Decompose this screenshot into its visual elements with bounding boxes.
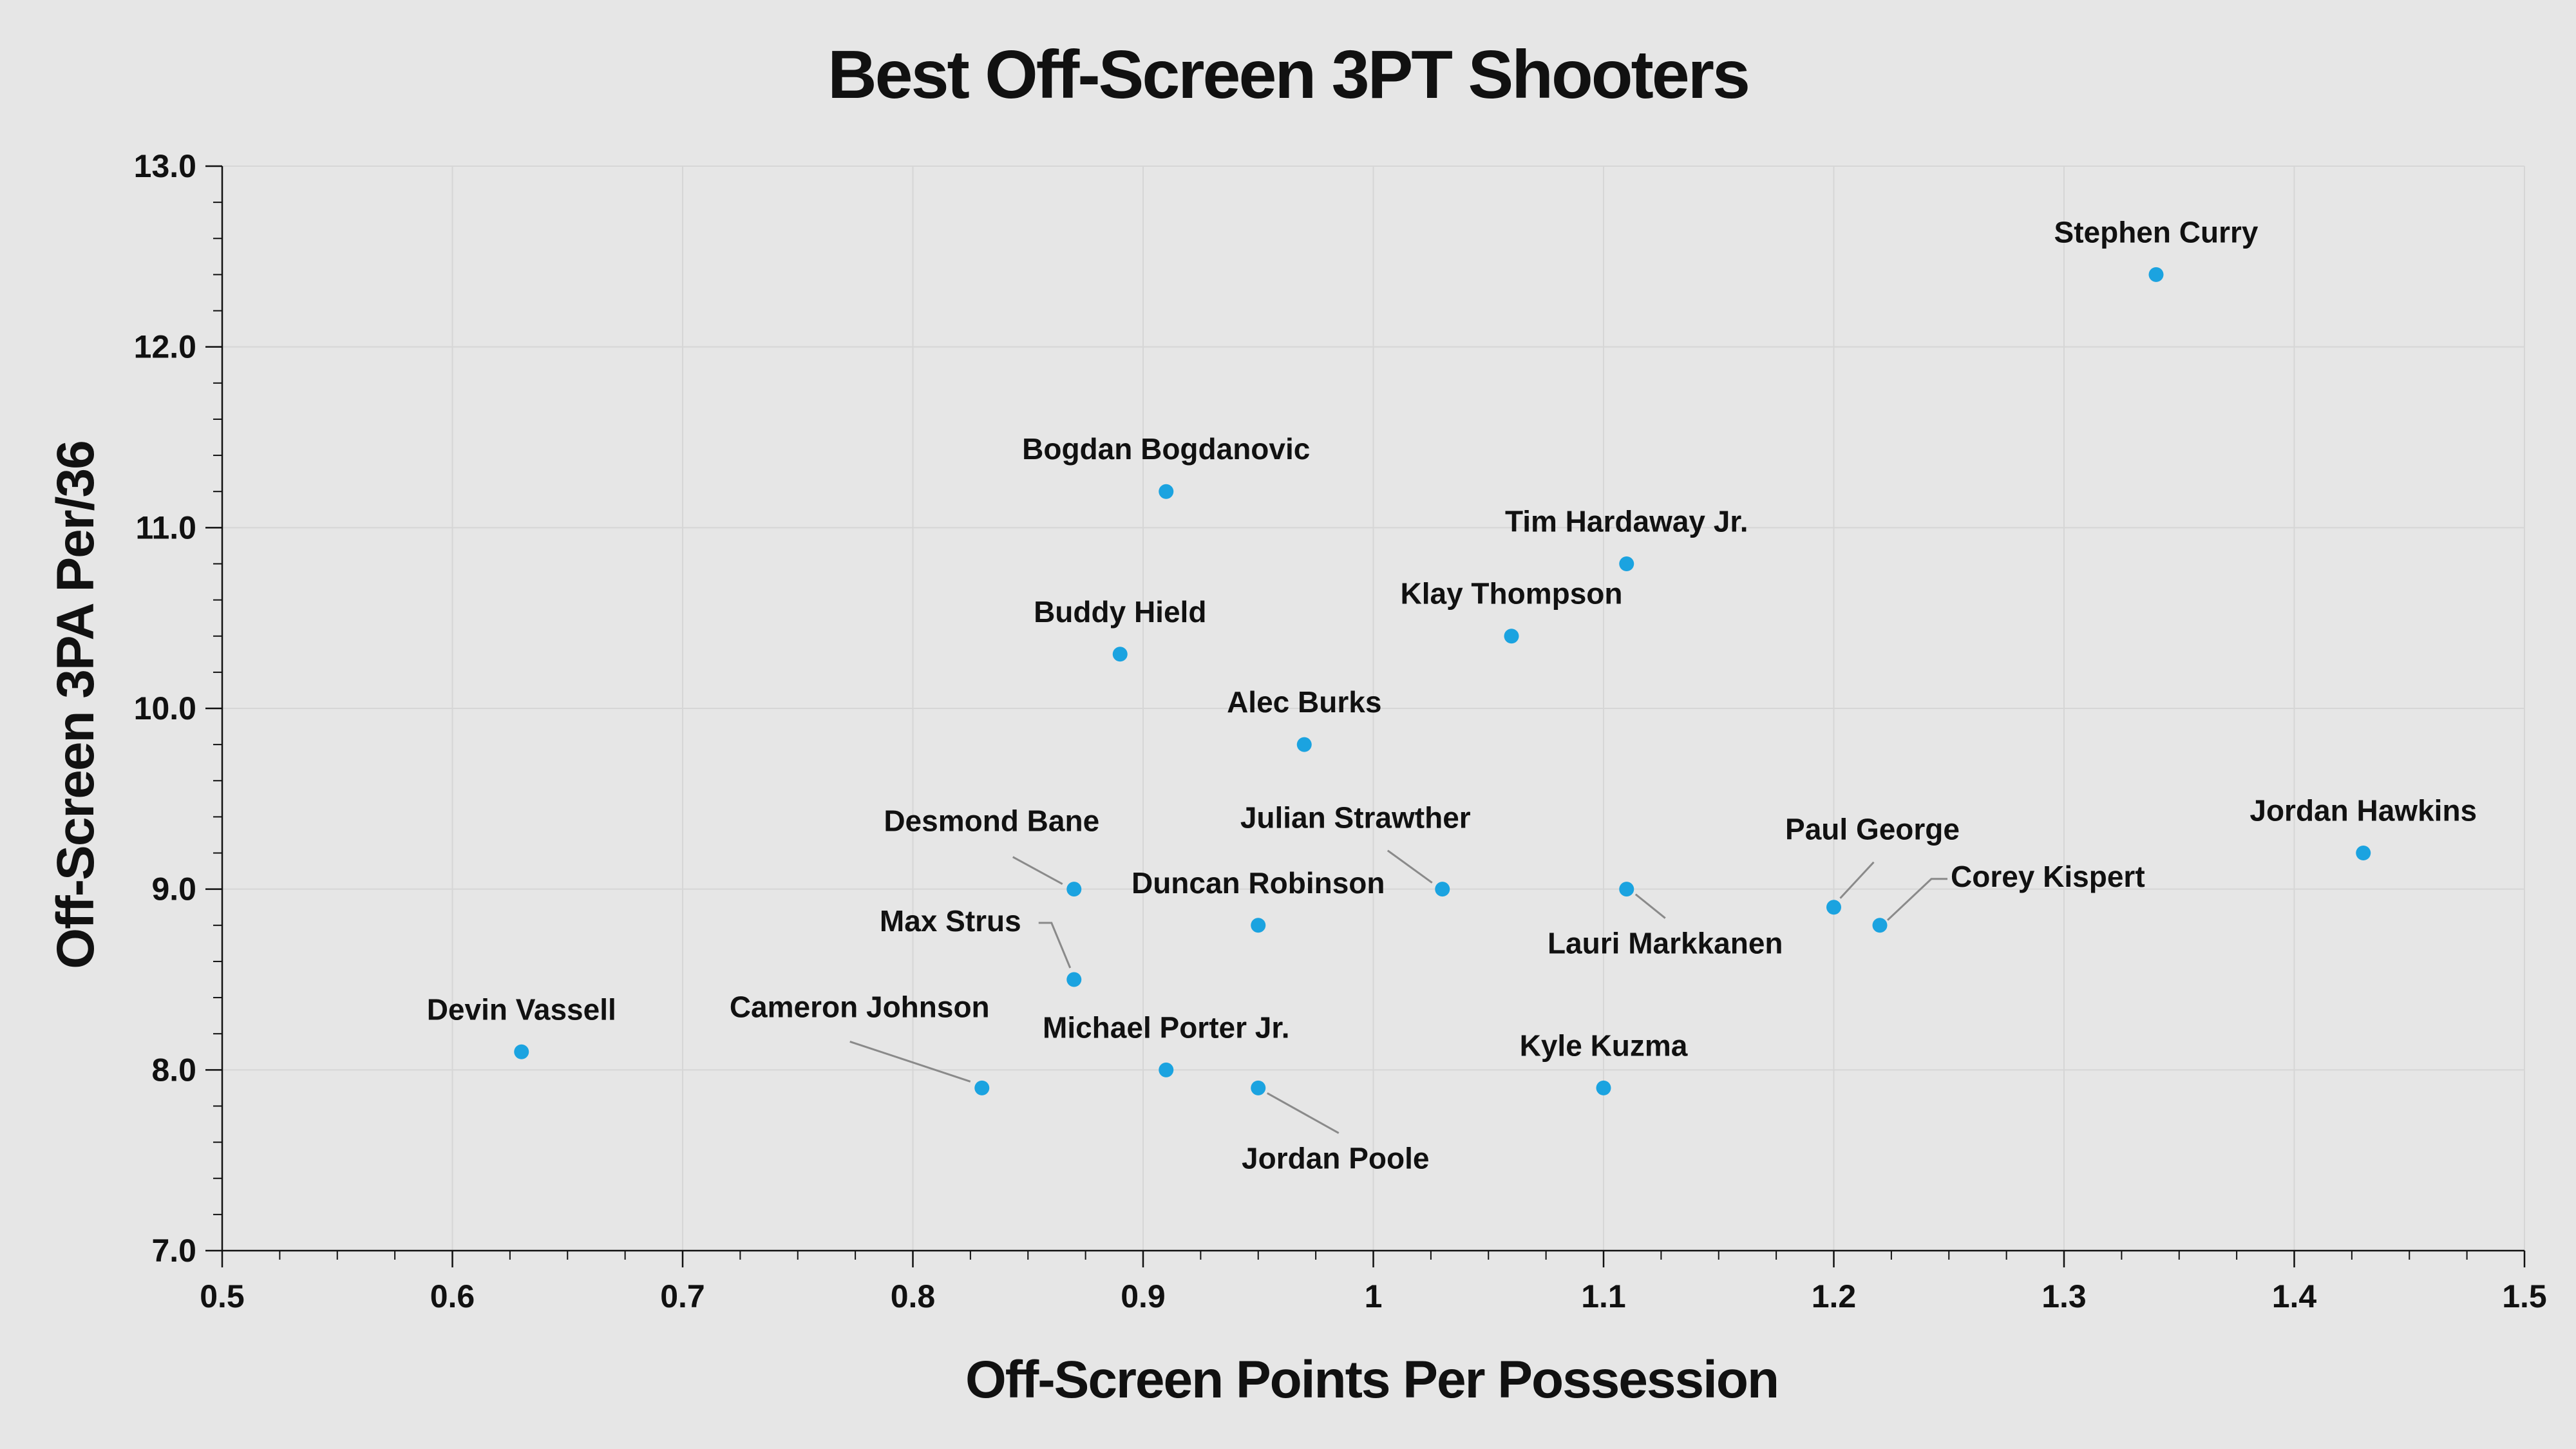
x-tick-label: 1.4 <box>2272 1278 2317 1314</box>
point-label: Desmond Bane <box>884 804 1099 838</box>
data-point <box>1112 647 1128 662</box>
x-tick-label: 0.8 <box>891 1278 936 1314</box>
point-label: Tim Hardaway Jr. <box>1505 504 1748 538</box>
y-tick-label: 7.0 <box>151 1233 196 1269</box>
y-tick-label: 8.0 <box>151 1052 196 1088</box>
x-tick-label: 0.7 <box>660 1278 705 1314</box>
x-tick-label: 0.6 <box>430 1278 475 1314</box>
data-points <box>514 267 2371 1095</box>
leader-line <box>1839 861 1875 899</box>
point-label: Lauri Markkanen <box>1548 927 1783 960</box>
leader-line <box>1886 878 1947 921</box>
leader-line <box>1038 922 1072 969</box>
data-point <box>1066 882 1082 897</box>
x-tick-label: 1 <box>1365 1278 1383 1314</box>
point-label: Alec Burks <box>1227 685 1381 719</box>
x-tick-label: 0.5 <box>200 1278 245 1314</box>
x-tick-label: 1.1 <box>1581 1278 1626 1314</box>
grid <box>222 166 2525 1251</box>
x-tick-label: 0.9 <box>1121 1278 1166 1314</box>
point-label: Stephen Curry <box>2054 215 2259 249</box>
data-point <box>1872 918 1888 933</box>
x-tick-label: 1.2 <box>1812 1278 1857 1314</box>
tick-labels: 0.5 0.6 0.7 0.8 0.9 1 1.1 1.2 1.3 1.4 1.5 7.0 8.0 9.0… <box>134 148 2547 1314</box>
data-point <box>1159 1062 1174 1077</box>
point-label: Jordan Hawkins <box>2249 794 2477 828</box>
leader-lines <box>849 849 1947 1134</box>
x-axis-title: Off-Screen Points Per Possession <box>965 1350 1778 1409</box>
ticks <box>205 165 2526 1267</box>
point-label: Bogdan Bogdanovic <box>1022 432 1310 466</box>
chart-title: Best Off-Screen 3PT Shooters <box>828 37 1748 113</box>
point-label: Michael Porter Jr. <box>1043 1010 1290 1044</box>
data-point <box>1619 556 1634 571</box>
data-point <box>1596 1080 1611 1095</box>
data-point <box>1066 972 1082 987</box>
point-label: Buddy Hield <box>1034 595 1206 629</box>
y-tick-label: 13.0 <box>134 148 196 184</box>
y-tick-label: 9.0 <box>151 871 196 907</box>
point-label: Paul George <box>1785 813 1960 846</box>
leader-line <box>849 1040 971 1083</box>
leader-line <box>1387 849 1433 884</box>
point-label: Jordan Poole <box>1242 1141 1429 1175</box>
leader-line <box>1634 893 1666 919</box>
y-tick-label: 11.0 <box>135 509 196 545</box>
point-labels: Stephen Curry Bogdan Bogdanovic Tim Hardaw… <box>427 215 2477 1175</box>
leader-line <box>1012 856 1063 885</box>
point-label: Cameron Johnson <box>730 990 990 1023</box>
point-label: Kyle Kuzma <box>1520 1028 1688 1062</box>
data-point <box>2356 846 2371 861</box>
data-point <box>1504 629 1519 644</box>
point-label: Julian Strawther <box>1240 801 1471 835</box>
point-label: Max Strus <box>880 904 1021 938</box>
y-axis-title: Off-Screen 3PA Per/36 <box>46 441 105 969</box>
leader-line <box>1267 1092 1340 1134</box>
data-point <box>1826 900 1841 915</box>
data-point <box>974 1080 990 1095</box>
point-label: Klay Thompson <box>1400 577 1622 611</box>
data-point <box>1251 1080 1266 1095</box>
data-point <box>1159 484 1174 499</box>
data-point <box>514 1044 529 1059</box>
point-label: Corey Kispert <box>1951 860 2145 893</box>
data-point <box>2148 267 2164 282</box>
x-tick-label: 1.5 <box>2502 1278 2547 1314</box>
data-point <box>1296 737 1312 752</box>
y-tick-label: 10.0 <box>134 690 196 726</box>
x-tick-label: 1.3 <box>2041 1278 2087 1314</box>
y-tick-label: 12.0 <box>134 329 196 365</box>
data-point <box>1619 882 1634 897</box>
data-point <box>1435 882 1450 897</box>
point-label: Devin Vassell <box>427 992 616 1026</box>
point-label: Duncan Robinson <box>1132 866 1385 900</box>
data-point <box>1251 918 1266 933</box>
